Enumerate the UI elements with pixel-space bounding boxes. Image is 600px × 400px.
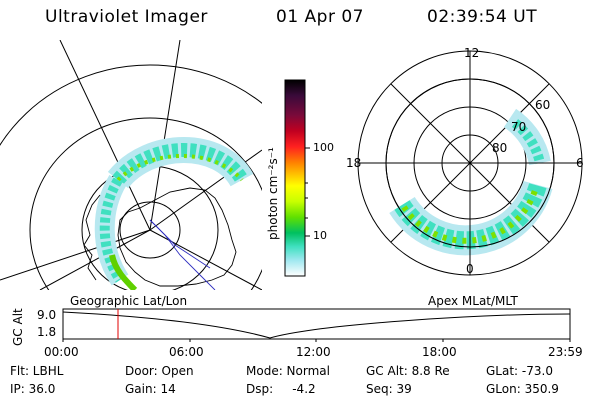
timeline-ytick-min: 1.8 — [37, 325, 57, 339]
time-label: 02:39:54 UT — [427, 7, 538, 27]
status-gc-alt: GC Alt: 8.8 Re — [366, 364, 450, 378]
altitude-timeline[interactable] — [60, 306, 575, 342]
antarctica-coastline — [83, 187, 237, 290]
meridian — [149, 40, 181, 231]
altitude-curve — [62, 311, 571, 339]
status-dsp: Dsp: -4.2 — [246, 382, 316, 396]
status-gain: Gain: 14 — [125, 382, 176, 396]
polar-plot — [357, 50, 583, 276]
colorbar-unit-label: photon cm⁻²s⁻¹ — [266, 147, 280, 240]
lat-label-60: 60 — [535, 98, 551, 112]
timeline-xtick-1800: 18:00 — [422, 345, 457, 359]
timeline-xtick-0600: 06:00 — [169, 345, 204, 359]
aurora-oval-geo — [94, 137, 254, 290]
lat-circle — [0, 64, 262, 147]
meridian — [0, 229, 151, 281]
status-door: Door: Open — [125, 364, 194, 378]
colorbar-tick-100: 100 — [313, 141, 334, 154]
lat-circle — [119, 201, 181, 259]
lat-label-70: 70 — [511, 120, 527, 134]
mlt-label-6: 6 — [576, 156, 584, 170]
timeline-frame — [62, 308, 571, 340]
status-filter: Flt: LBHL — [10, 364, 64, 378]
mlt-label-12: 12 — [464, 46, 480, 60]
geographic-map — [0, 40, 262, 290]
status-glat: GLat: -73.0 — [486, 364, 553, 378]
timeline-right-label: Apex MLat/MLT — [428, 294, 518, 308]
timeline-ylabel: GC Alt — [11, 308, 25, 346]
date-label: 01 Apr 07 — [276, 7, 364, 27]
status-ip: IP: 36.0 — [10, 382, 56, 396]
timeline-xtick-0000: 00:00 — [44, 345, 79, 359]
meridian — [59, 40, 151, 231]
timeline-left-label: Geographic Lat/Lon — [70, 294, 188, 308]
timeline-xtick-1200: 12:00 — [296, 345, 331, 359]
colorbar — [284, 79, 310, 277]
lat-circle — [29, 117, 262, 290]
status-mode: Mode: Normal — [246, 364, 330, 378]
aurora-oval-polar — [389, 108, 553, 256]
meridian — [39, 229, 151, 290]
mlt-label-0: 0 — [466, 262, 474, 276]
instrument-title: Ultraviolet Imager — [45, 7, 208, 27]
status-seq: Seq: 39 — [366, 382, 412, 396]
mlt-label-18: 18 — [346, 156, 362, 170]
timeline-xtick-2359: 23:59 — [548, 345, 583, 359]
timeline-ytick-max: 9.0 — [37, 308, 57, 322]
colorbar-tick-10: 10 — [313, 229, 327, 242]
status-glon: GLon: 350.9 — [486, 382, 559, 396]
lat-label-80: 80 — [492, 141, 508, 155]
